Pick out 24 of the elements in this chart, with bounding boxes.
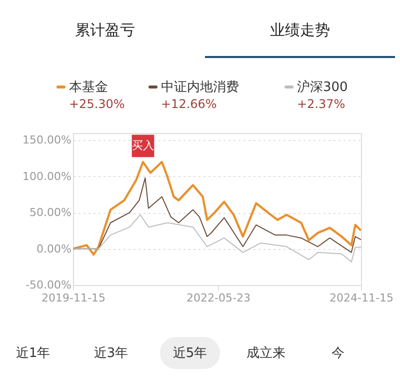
text: 成立来 <box>246 345 286 361</box>
legend-label: 中证内地消费 <box>161 80 239 95</box>
line-series <box>73 160 361 256</box>
text: 近1年 <box>16 346 50 361</box>
legend-label: 沪深300 <box>297 79 348 95</box>
y-tick-label: -50.00% <box>26 278 72 292</box>
text: +12.66% <box>161 97 217 111</box>
text: +2.37% <box>297 97 346 111</box>
annotation: 买入 <box>132 138 154 152</box>
text: 业绩走势 <box>270 21 330 39</box>
y-tick-label: 100.00% <box>22 170 72 183</box>
text: 今 <box>332 346 344 361</box>
x-tick-label: 2022-05-23 <box>186 292 250 304</box>
text: 累计盈亏 <box>75 21 135 39</box>
text: +25.30% <box>69 97 125 111</box>
y-tick-label: 0.00% <box>36 242 72 256</box>
y-tick-label: 50.00% <box>30 206 72 220</box>
legend-label: 本基金 <box>69 80 108 95</box>
y-tick-label: 150.00% <box>22 134 72 147</box>
x-tick-label: 2024-11-15 <box>330 292 394 304</box>
line-series <box>73 214 361 262</box>
text: 近3年 <box>94 346 128 361</box>
x-tick-label: 2019-11-15 <box>42 292 106 304</box>
text: 近5年 <box>172 346 208 361</box>
